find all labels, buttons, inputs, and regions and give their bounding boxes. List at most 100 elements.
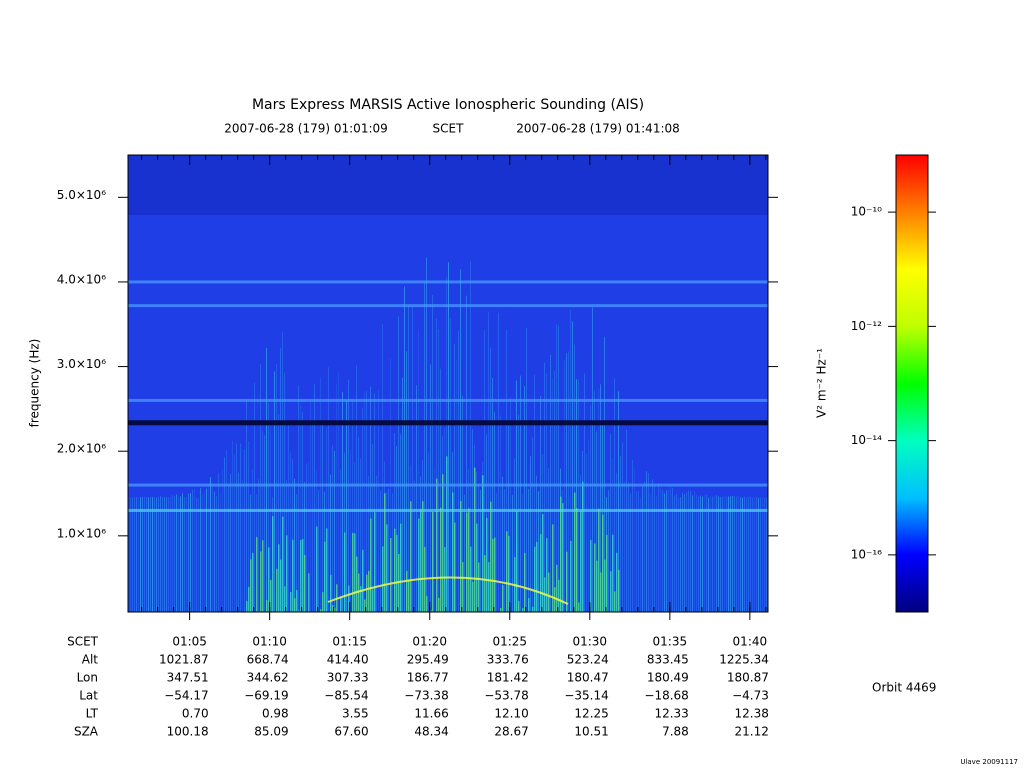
spectrogram-top bbox=[128, 155, 768, 215]
subtitle-end: 2007-06-28 (179) 01:41:08 bbox=[516, 122, 680, 136]
spectrogram-streak bbox=[142, 497, 143, 612]
spectrogram-streak bbox=[488, 312, 489, 612]
spectrogram-streak bbox=[284, 586, 286, 612]
spectrogram-streak bbox=[394, 432, 395, 612]
spectrogram-dark-band bbox=[128, 420, 768, 426]
spectrogram-streak bbox=[692, 495, 693, 612]
spectrogram-streak bbox=[556, 324, 557, 612]
spectrogram-streak bbox=[360, 458, 361, 612]
spectrogram-streak bbox=[508, 425, 509, 612]
spectrogram-streak bbox=[500, 415, 501, 612]
x-tick-label: 01:05 bbox=[172, 635, 207, 649]
colorbar-label: V² m⁻² Hz⁻¹ bbox=[815, 348, 829, 418]
spectrogram-streak bbox=[622, 442, 623, 612]
spectrogram-streak bbox=[548, 572, 550, 612]
spectrogram-streak bbox=[158, 496, 159, 612]
spectrogram-streak bbox=[394, 528, 396, 612]
spectrogram-streak bbox=[420, 508, 422, 612]
spectrogram-streak bbox=[516, 380, 517, 612]
spectrogram-streak bbox=[228, 484, 229, 612]
spectrogram-streak bbox=[406, 570, 408, 612]
spectrogram-streak bbox=[486, 517, 488, 612]
spectrogram-streak bbox=[260, 364, 261, 612]
spectrogram-streak bbox=[296, 590, 298, 612]
table-cell: 347.51 bbox=[167, 671, 209, 685]
spectrogram-streak bbox=[602, 514, 604, 612]
spectrogram-streak bbox=[738, 496, 739, 612]
spectrogram-streak bbox=[534, 374, 535, 612]
colorbar bbox=[895, 154, 929, 613]
spectrogram-streak bbox=[720, 496, 721, 612]
spectrogram-streak bbox=[436, 318, 437, 612]
y-tick-label: 2.0×10⁶ bbox=[57, 442, 106, 456]
spectrogram-streak bbox=[204, 491, 205, 612]
spectrogram-streak bbox=[438, 597, 440, 612]
spectrogram-streak bbox=[538, 491, 539, 612]
spectrogram-streak bbox=[354, 533, 356, 612]
spectrogram-streak bbox=[280, 559, 282, 612]
spectrogram-streak bbox=[614, 591, 616, 612]
spectrogram-streak bbox=[404, 286, 405, 612]
spectrogram-streak bbox=[332, 445, 333, 612]
spectrogram-streak bbox=[302, 412, 303, 612]
spectrogram-streak bbox=[448, 262, 449, 612]
spectrogram-streak bbox=[642, 486, 643, 612]
spectrogram-streak bbox=[536, 541, 538, 612]
spectrogram-streak bbox=[518, 414, 519, 612]
spectrogram-streak bbox=[226, 450, 227, 612]
spectrogram-streak bbox=[268, 402, 269, 612]
spectrogram-streak bbox=[290, 592, 292, 612]
row-name: LT bbox=[86, 707, 99, 721]
spectrogram-streak bbox=[202, 494, 203, 612]
spectrogram-streak bbox=[514, 458, 515, 612]
spectrogram-streak bbox=[502, 585, 504, 612]
spectrogram-streak bbox=[270, 579, 272, 612]
spectrogram-streak bbox=[338, 372, 339, 612]
spectrogram-streak bbox=[580, 511, 582, 612]
spectrogram-streak bbox=[434, 465, 435, 612]
spectrogram-streak bbox=[290, 452, 291, 612]
spectrogram-streak bbox=[706, 494, 707, 612]
spectrogram-streak bbox=[352, 532, 354, 612]
spectrogram-streak bbox=[754, 497, 755, 612]
spectrogram-streak bbox=[574, 344, 575, 612]
spectrogram-streak bbox=[308, 573, 310, 612]
table-cell: 0.70 bbox=[182, 707, 209, 721]
spectrogram-streak bbox=[454, 522, 456, 612]
spectrogram-streak bbox=[376, 475, 377, 612]
spectrogram-streak bbox=[558, 325, 559, 612]
spectrogram-streak bbox=[652, 479, 653, 612]
spectrogram-streak bbox=[326, 428, 327, 612]
spectrogram-streak bbox=[552, 524, 554, 612]
spectrogram-streak bbox=[272, 516, 274, 612]
spectrogram-streak bbox=[400, 434, 401, 612]
spectrogram-streak bbox=[136, 497, 137, 612]
table-cell: 11.66 bbox=[414, 707, 448, 721]
spectrogram-streak bbox=[650, 494, 651, 612]
spectrogram-streak bbox=[192, 490, 193, 612]
spectrogram-streak bbox=[248, 586, 250, 612]
spectrogram-streak bbox=[518, 601, 520, 612]
spectrogram-streak bbox=[548, 468, 549, 612]
spectrogram-streak bbox=[470, 546, 472, 612]
spectrogram-streak bbox=[520, 375, 521, 612]
spectrogram-streak bbox=[342, 392, 343, 612]
spectrogram-streak bbox=[160, 496, 161, 612]
chart-title: Mars Express MARSIS Active Ionospheric S… bbox=[252, 97, 644, 113]
table-cell: 181.42 bbox=[487, 671, 529, 685]
spectrogram-streak bbox=[492, 377, 493, 612]
spectrogram-streak bbox=[308, 461, 309, 612]
spectrogram-streak bbox=[606, 535, 608, 612]
spectrogram-streak bbox=[598, 508, 600, 612]
spectrogram-streak bbox=[332, 605, 334, 612]
spectrogram-streak bbox=[578, 602, 580, 612]
subtitle-middle: SCET bbox=[433, 122, 465, 136]
spectrogram-streak bbox=[230, 474, 231, 612]
spectrogram-streak bbox=[658, 483, 659, 612]
spectrogram-streak bbox=[542, 514, 544, 612]
spectrogram-streak bbox=[432, 295, 433, 612]
table-cell: −53.78 bbox=[484, 689, 528, 703]
spectrogram-streak bbox=[314, 384, 315, 612]
spectrogram-streak bbox=[286, 535, 288, 612]
spectrogram-streak bbox=[574, 492, 576, 612]
